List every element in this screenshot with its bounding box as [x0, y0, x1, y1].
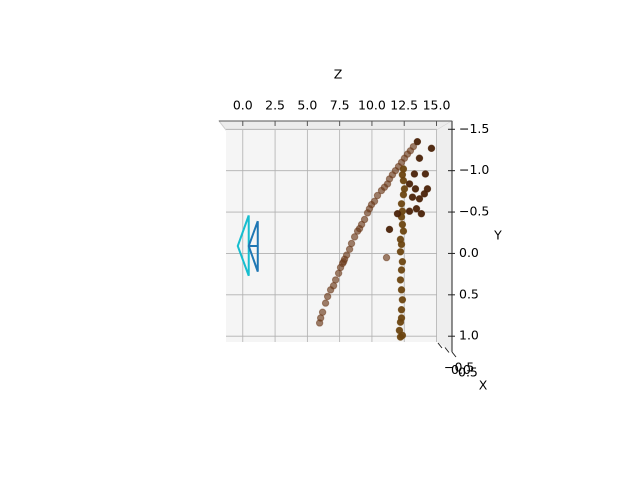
side-pane	[437, 121, 452, 352]
tick-mark	[444, 347, 450, 353]
point	[373, 191, 382, 200]
point	[398, 258, 407, 266]
z-axis-label: Z	[334, 67, 343, 82]
camera-frustum	[247, 220, 259, 272]
point	[421, 170, 430, 178]
point	[399, 227, 408, 235]
x-tick-label: 0.5	[458, 365, 478, 380]
y-tick-label: −1.5	[459, 121, 489, 136]
point	[409, 142, 418, 151]
y-tick-label: 0.0	[459, 245, 479, 260]
point	[399, 165, 408, 173]
point	[415, 154, 424, 162]
point	[397, 314, 406, 322]
y-axis-label: Y	[493, 228, 502, 243]
point	[398, 296, 407, 304]
y-tick-label: −0.5	[459, 204, 489, 219]
point	[370, 197, 379, 205]
point	[397, 306, 406, 314]
point	[323, 292, 332, 301]
point	[417, 210, 426, 218]
point	[408, 193, 417, 201]
point	[399, 190, 408, 199]
point	[405, 207, 414, 215]
point	[405, 180, 414, 188]
point	[412, 205, 421, 213]
point	[393, 210, 402, 218]
point	[398, 220, 407, 229]
point	[399, 176, 408, 185]
y-tick-label: 1.0	[459, 328, 479, 343]
point	[396, 248, 405, 256]
point	[397, 286, 406, 294]
point	[360, 215, 369, 224]
point	[342, 251, 351, 259]
point	[423, 185, 432, 193]
z-tick-label: 7.5	[330, 98, 350, 113]
point	[355, 224, 364, 233]
y-tick-label: −1.0	[459, 162, 489, 177]
x-tick-label: −0.5	[444, 360, 474, 375]
point	[382, 253, 391, 262]
y-tick-label: 0.5	[459, 286, 479, 301]
z-tick-label: 0.0	[233, 98, 253, 113]
point	[347, 239, 356, 248]
z-tick-label: 5.0	[297, 98, 317, 113]
point	[413, 137, 422, 146]
z-tick-label: 2.5	[265, 98, 285, 113]
x-tick-label: 0.0	[451, 362, 471, 377]
tick-mark	[437, 342, 443, 349]
z-tick-label: 12.5	[390, 98, 418, 113]
point	[415, 195, 424, 203]
z-tick-label: 10.0	[358, 98, 386, 113]
point	[427, 144, 436, 153]
point	[398, 171, 407, 179]
point	[339, 258, 348, 266]
point	[411, 185, 420, 193]
top-pane	[217, 120, 454, 131]
z-tick-label: 15.0	[423, 98, 451, 113]
point	[318, 308, 327, 316]
point	[396, 235, 405, 244]
point	[350, 233, 359, 241]
x-axis-label: X	[479, 378, 488, 393]
tick-mark	[451, 351, 457, 358]
point	[410, 170, 419, 178]
point	[321, 299, 330, 307]
point	[400, 185, 409, 193]
point	[385, 225, 394, 234]
point	[397, 266, 406, 274]
point	[395, 326, 404, 335]
point	[396, 276, 405, 284]
point	[397, 200, 406, 208]
point	[331, 276, 340, 284]
